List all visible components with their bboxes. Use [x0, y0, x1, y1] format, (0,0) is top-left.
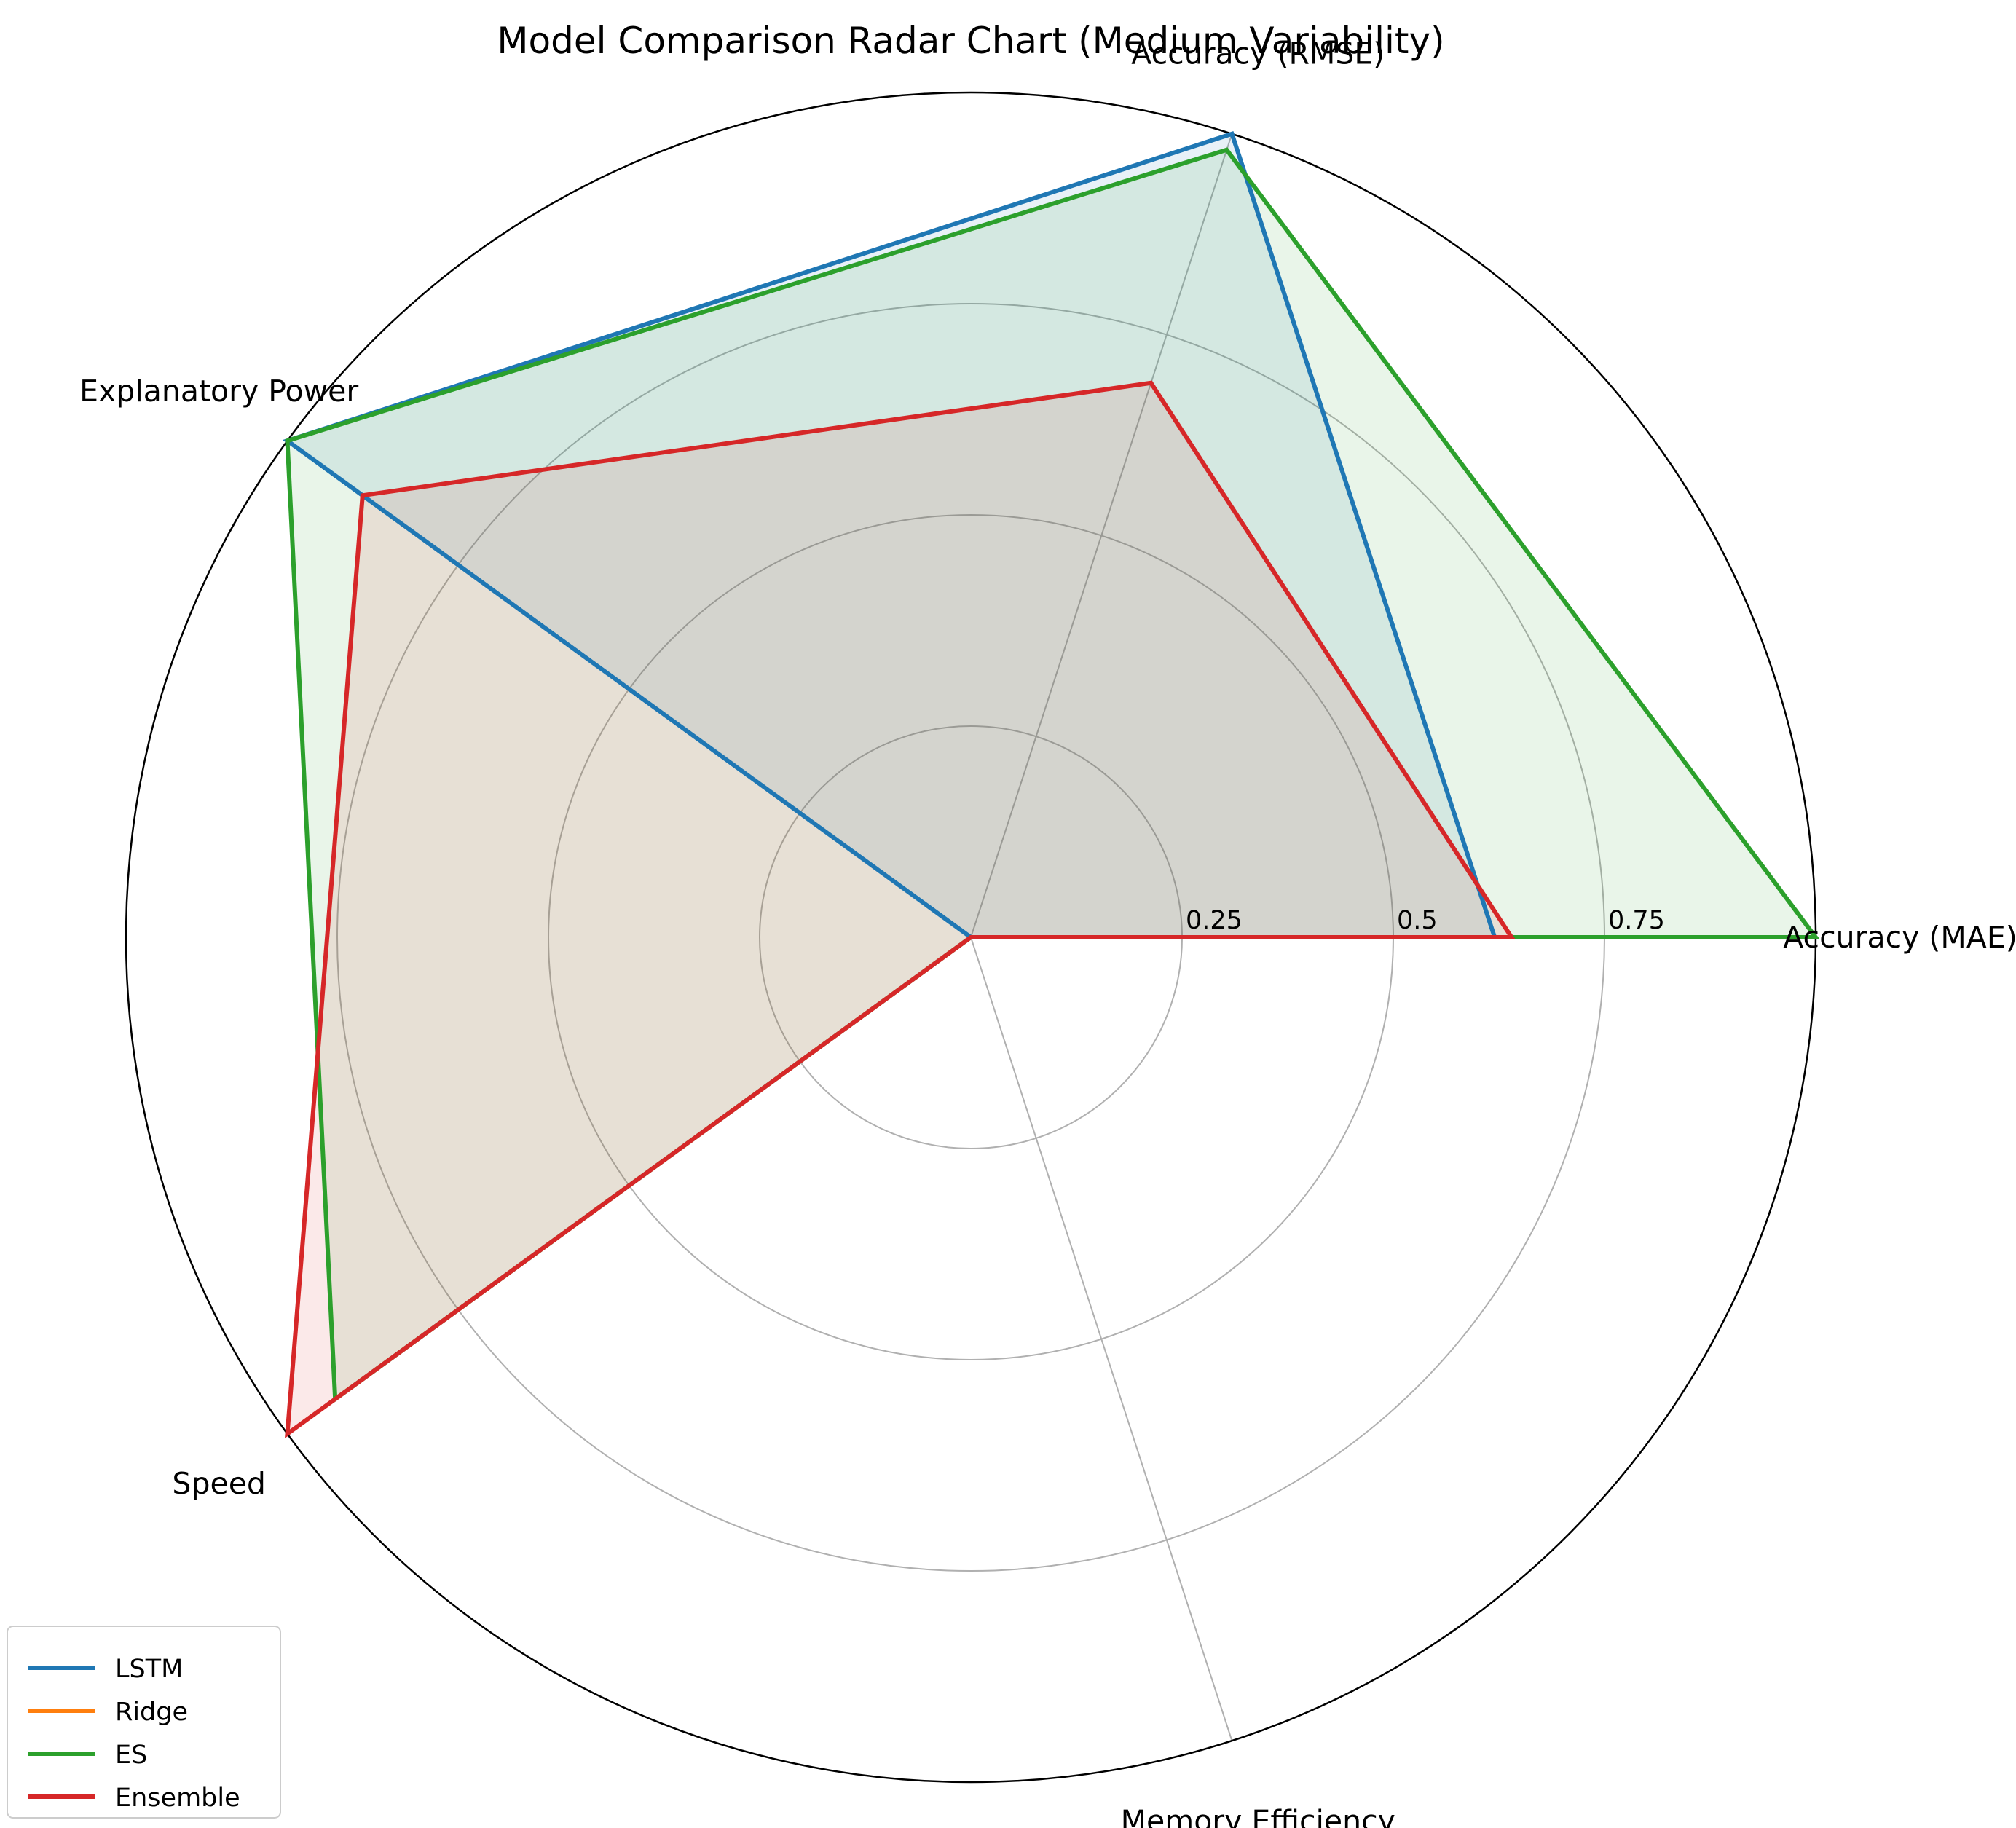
- legend-label-ridge: Ridge: [115, 1698, 188, 1727]
- axis-labels: Accuracy (MAE) Accuracy (RMSE) Explanatory…: [79, 36, 2016, 1828]
- axis-label-accuracy-mae: Accuracy (MAE): [1783, 920, 2016, 955]
- series-fill-ensemble: [287, 382, 1512, 1434]
- radial-tick-label: 0.5: [1397, 906, 1438, 935]
- series-fill-es: [287, 149, 1816, 1400]
- series-fill-lstm: [287, 133, 1495, 937]
- radial-tick-labels: 0.25 0.5 0.75: [1186, 906, 1665, 935]
- axis-label-memory-efficiency: Memory Efficiency: [1121, 1804, 1395, 1828]
- legend-label-lstm: LSTM: [115, 1655, 183, 1684]
- spoke-accuracy-rmse: [970, 133, 1233, 938]
- radial-tick-label: 0.75: [1608, 906, 1665, 935]
- axis-label-accuracy-rmse: Accuracy (RMSE): [1131, 36, 1385, 71]
- chart-title: Model Comparison Radar Chart (Medium Var…: [497, 20, 1444, 62]
- series-lines: [282, 131, 1820, 1439]
- axis-label-explanatory-power: Explanatory Power: [79, 374, 358, 409]
- legend-label-ensemble: Ensemble: [115, 1784, 240, 1813]
- legend: LSTM Ridge ES Ensemble: [7, 1626, 281, 1819]
- legend-box: [7, 1626, 281, 1819]
- legend-label-es: ES: [115, 1741, 147, 1770]
- series-fills: [287, 133, 1816, 1434]
- spoke-memory-efficiency: [970, 937, 1233, 1741]
- series-line-ensemble: [284, 380, 1516, 1439]
- radial-tick-label: 0.25: [1186, 906, 1243, 935]
- axis-label-speed: Speed: [172, 1466, 266, 1501]
